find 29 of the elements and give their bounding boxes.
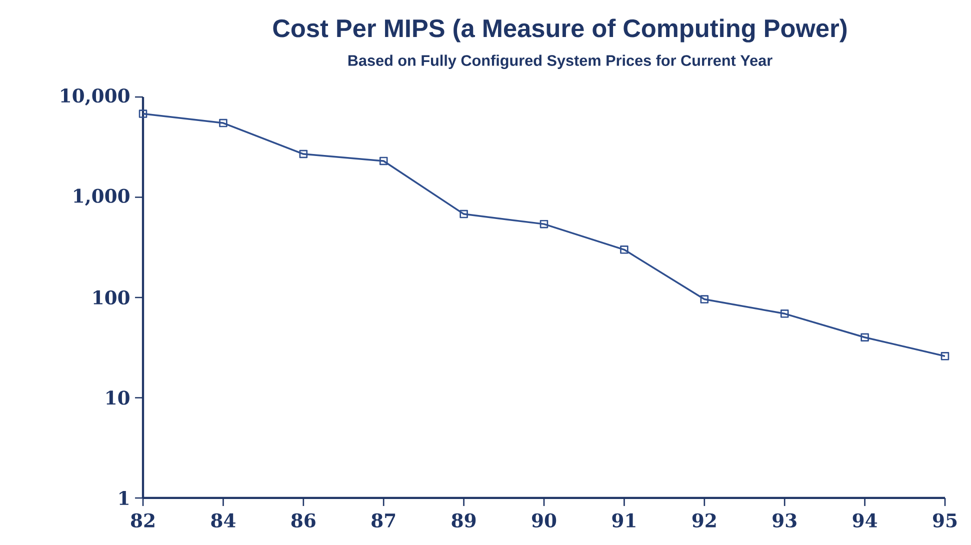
x-tick-label: 91 (612, 513, 636, 528)
point (138, 110, 148, 118)
point (860, 333, 869, 342)
point (700, 295, 709, 304)
point (940, 352, 950, 360)
x-tick-label: 94 (852, 513, 878, 528)
point (299, 150, 308, 158)
chart-subtitle: Based on Fully Configured System Prices for Current Year (348, 54, 772, 70)
point (620, 246, 628, 254)
point (460, 210, 468, 218)
y-tick-label: 10,000 (61, 88, 130, 106)
point (780, 310, 789, 318)
chart-title: Cost Per MIPS (a Measure of Computing Power) (273, 18, 847, 42)
x-tick-label: 84 (211, 513, 236, 528)
y-tick-label: 10 (106, 390, 130, 405)
x-tick-label: 86 (291, 513, 316, 528)
x-tick-label: 92 (692, 513, 716, 528)
point (379, 156, 388, 166)
x-tick-label: 90 (532, 513, 556, 528)
x-tick-label: 89 (452, 513, 476, 528)
x-tick-label: 82 (130, 513, 154, 528)
x-tick-label: 93 (772, 513, 796, 528)
x-tick-label: 87 (372, 513, 396, 528)
y-tick-label: 1,000 (74, 188, 130, 206)
y-tick-label: 100 (94, 290, 130, 305)
x-tick-label: 95 (933, 513, 957, 528)
point (219, 118, 228, 128)
point (540, 220, 548, 228)
y-tick-label: 1 (120, 491, 128, 505)
